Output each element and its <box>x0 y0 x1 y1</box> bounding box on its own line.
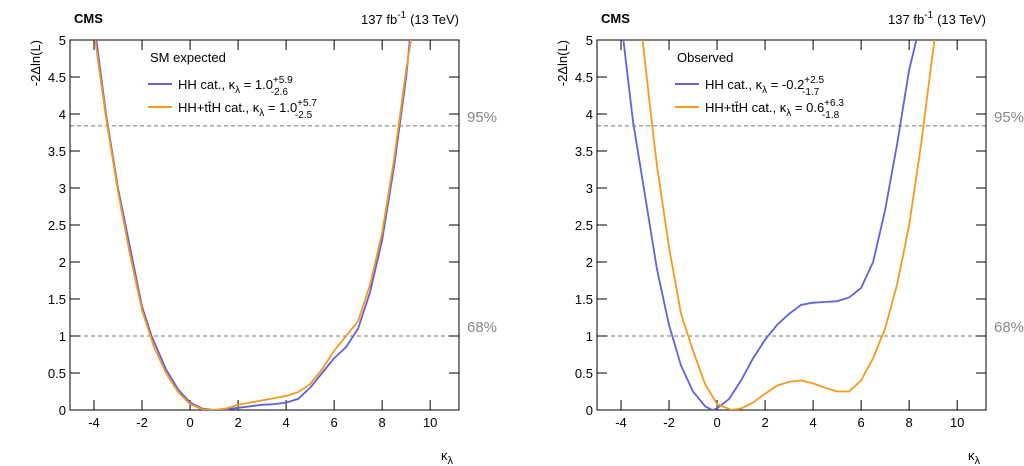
curve <box>94 40 412 410</box>
x-tick-label: 10 <box>950 415 964 430</box>
y-tick-label: 3 <box>586 181 593 196</box>
x-tick-label: 0 <box>186 415 193 430</box>
x-tick-label: 6 <box>331 415 338 430</box>
reference-label: 95% <box>994 109 1024 126</box>
y-tick-label: 4.5 <box>575 70 593 85</box>
curve <box>622 40 918 410</box>
x-tick-label: 4 <box>809 415 816 430</box>
x-tick-label: -2 <box>663 415 675 430</box>
legend-entry: HH+tt̄H cat., κλ = 1.0+5.7 -2.5 <box>178 98 317 121</box>
legend-title: SM expected <box>150 50 226 65</box>
x-label-sub: λ <box>975 455 981 466</box>
x-tick-label: 10 <box>423 415 437 430</box>
y-tick-label: 3 <box>59 181 66 196</box>
curve <box>641 40 936 410</box>
legend-name: HH cat., κ <box>178 77 236 92</box>
lumi: 137 fb <box>361 12 397 27</box>
x-axis-label: κλ <box>441 448 454 466</box>
x-tick-label: 6 <box>858 415 865 430</box>
reference-label: 68% <box>994 319 1024 336</box>
y-tick-label: 3.5 <box>48 144 66 159</box>
y-axis-label: -2Δln(L) <box>28 40 43 86</box>
y-tick-label: 2.5 <box>575 218 593 233</box>
x-axis-label: κλ <box>968 448 981 466</box>
y-tick-label: 1.5 <box>575 292 593 307</box>
legend-sub: λ <box>259 108 264 119</box>
lumi-label: 137 fb-1 (13 TeV) <box>888 10 986 27</box>
cms-label: CMS <box>74 11 103 26</box>
y-tick-label: 0 <box>59 403 66 418</box>
y-tick-label: 4 <box>59 107 66 122</box>
legend-err-up: +6.3 <box>824 98 844 109</box>
legend-value: = 0.6 <box>791 100 824 115</box>
legend-title: Observed <box>677 50 733 65</box>
x-tick-label: 0 <box>713 415 720 430</box>
legend-sub: λ <box>762 85 767 96</box>
x-tick-label: 8 <box>906 415 913 430</box>
legend-err-down: -1.8 <box>822 110 840 121</box>
legend-value: = -0.2 <box>767 77 804 92</box>
y-tick-label: 0.5 <box>48 366 66 381</box>
panel: 95% 68% 0 0.5 1 1.5 2 2.5 3 3.5 4 4.5 5 -4 -2 0 2 4 6 8 10 -2… <box>555 10 1024 466</box>
curve <box>95 40 411 410</box>
legend-value: = 1.0 <box>240 77 273 92</box>
x-tick-label: 8 <box>379 415 386 430</box>
y-tick-label: 0 <box>586 403 593 418</box>
lumi-exp: -1 <box>924 10 933 21</box>
x-tick-label: 4 <box>282 415 289 430</box>
legend-err-down: -2.6 <box>271 87 289 98</box>
y-tick-label: 1.5 <box>48 292 66 307</box>
x-label: κ <box>968 448 975 463</box>
y-tick-label: 2 <box>586 255 593 270</box>
cms-label: CMS <box>601 11 630 26</box>
y-tick-label: 4 <box>586 107 593 122</box>
reference-label: 68% <box>467 319 497 336</box>
legend-value: = 1.0 <box>264 100 297 115</box>
lumi: 137 fb <box>888 12 924 27</box>
panel: 95% 68% 0 0.5 1 1.5 2 2.5 3 3.5 4 4.5 5 -4 -2 0 2 4 6 8 10 -2… <box>28 10 497 466</box>
x-tick-label: 2 <box>761 415 768 430</box>
legend-name: HH+tt̄H cat., κ <box>178 100 260 115</box>
x-tick-label: 2 <box>234 415 241 430</box>
plot-frame <box>69 39 460 411</box>
x-tick-label: -4 <box>88 415 100 430</box>
legend-name: HH cat., κ <box>705 77 763 92</box>
legend-sub: λ <box>786 108 791 119</box>
lumi-exp: -1 <box>397 10 406 21</box>
lumi-energy: (13 TeV) <box>937 12 986 27</box>
y-tick-label: 0.5 <box>575 366 593 381</box>
y-tick-label: 1 <box>59 329 66 344</box>
y-tick-label: 5 <box>59 33 66 48</box>
y-tick-label: 2.5 <box>48 218 66 233</box>
legend-err-up: +5.7 <box>297 98 317 109</box>
y-tick-label: 5 <box>586 33 593 48</box>
y-tick-label: 4.5 <box>48 70 66 85</box>
legend-entry: HH cat., κλ = 1.0+5.9 -2.6 <box>178 75 293 98</box>
lumi-energy: (13 TeV) <box>410 12 459 27</box>
legend-entry: HH+tt̄H cat., κλ = 0.6+6.3 -1.8 <box>705 98 844 121</box>
reference-label: 95% <box>467 109 497 126</box>
x-label: κ <box>441 448 448 463</box>
y-tick-label: 3.5 <box>575 144 593 159</box>
legend-err-down: -2.5 <box>295 110 313 121</box>
legend-err-down: -1.7 <box>802 87 820 98</box>
x-label-sub: λ <box>448 455 454 466</box>
y-tick-label: 2 <box>59 255 66 270</box>
legend-err-up: +5.9 <box>273 75 293 86</box>
x-tick-label: -2 <box>136 415 148 430</box>
legend-sub: λ <box>235 85 240 96</box>
x-tick-label: -4 <box>615 415 627 430</box>
y-axis-label: -2Δln(L) <box>555 40 570 86</box>
legend-entry: HH cat., κλ = -0.2+2.5 -1.7 <box>705 75 824 98</box>
lumi-label: 137 fb-1 (13 TeV) <box>361 10 459 27</box>
y-tick-label: 1 <box>586 329 593 344</box>
legend-name: HH+tt̄H cat., κ <box>705 100 787 115</box>
legend-err-up: +2.5 <box>804 75 824 86</box>
